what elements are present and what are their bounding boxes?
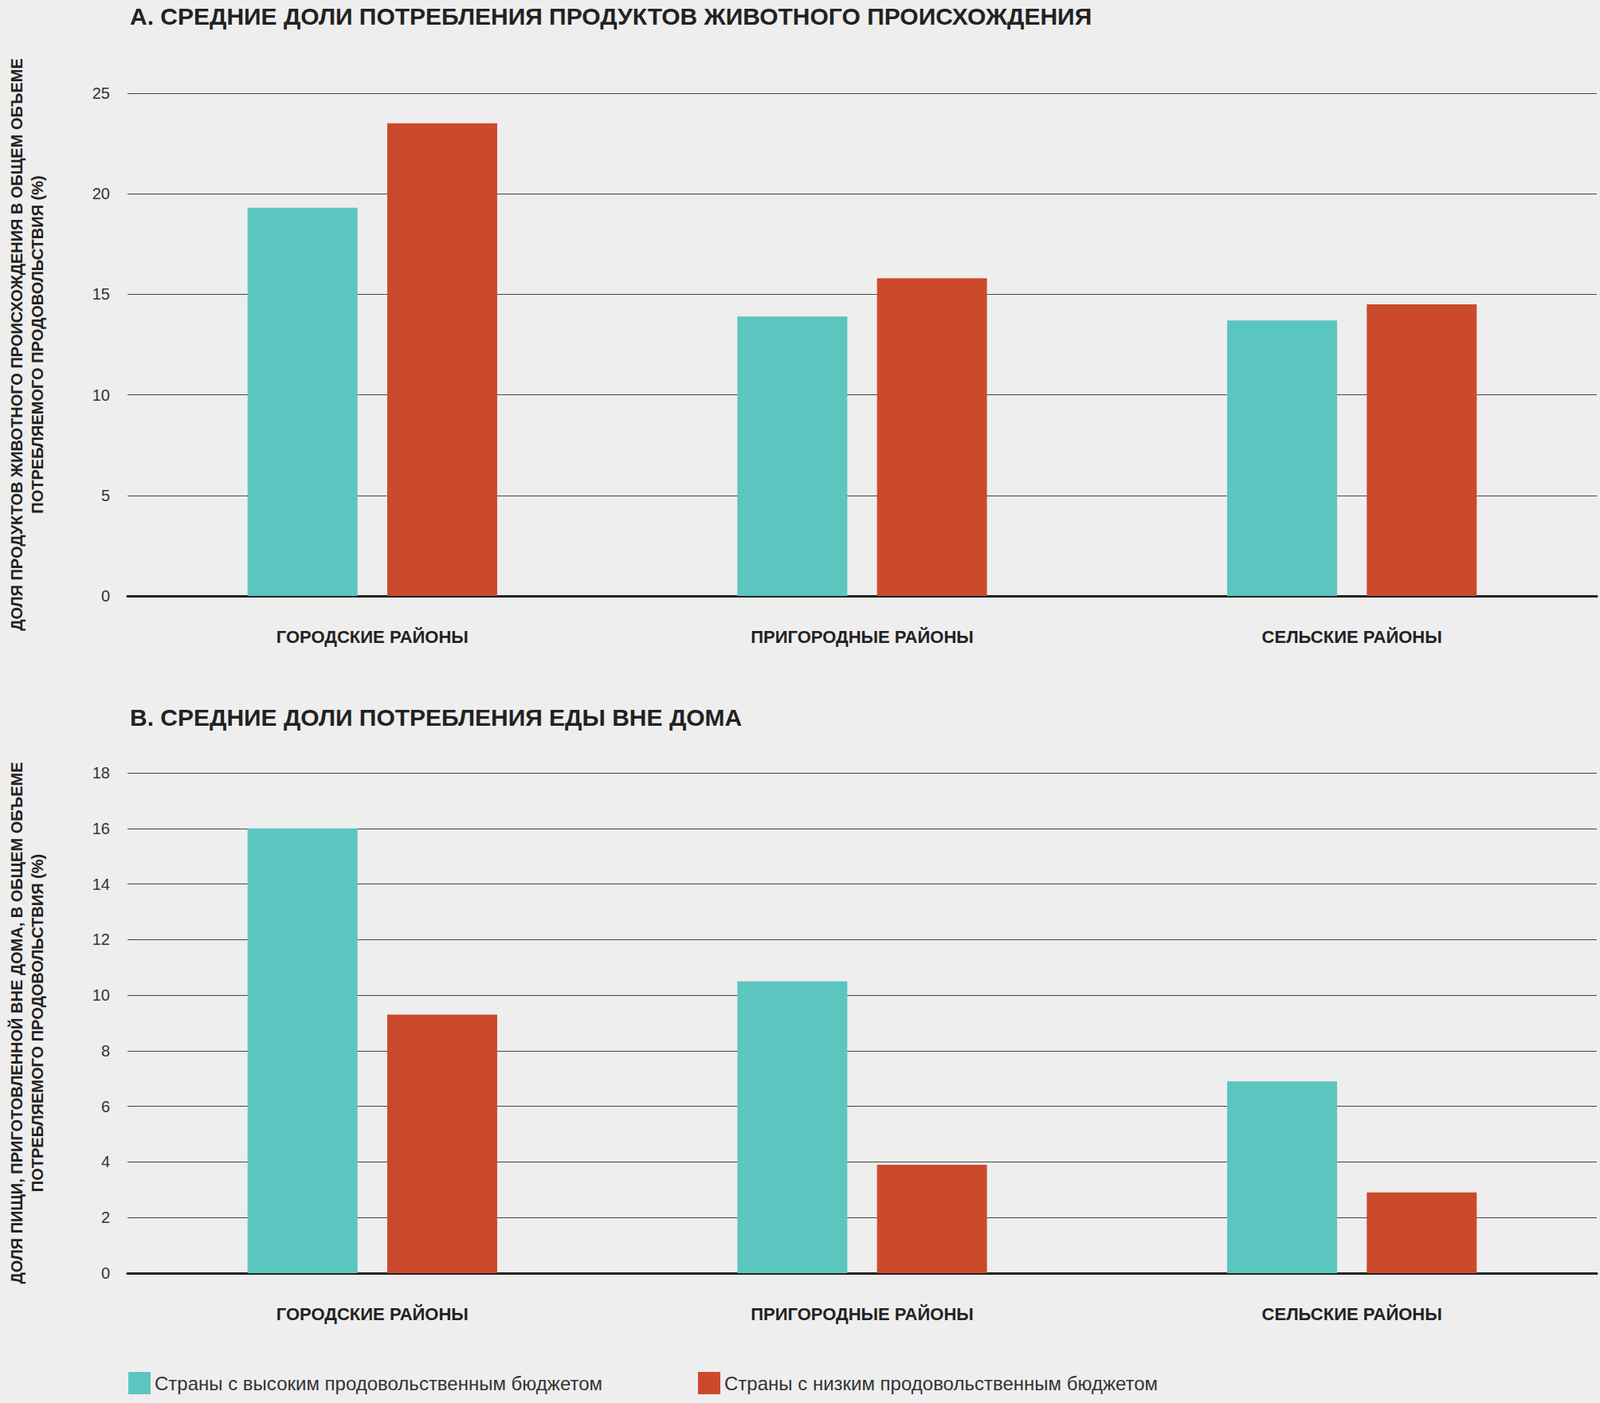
svg-text:Страны с низким продовольствен: Страны с низким продовольственным бюджет… [724, 1372, 1158, 1395]
svg-text:ГОРОДСКИЕ РАЙОНЫ: ГОРОДСКИЕ РАЙОНЫ [276, 1304, 469, 1325]
svg-text:0: 0 [101, 587, 110, 605]
svg-text:А. СРЕДНИЕ ДОЛИ ПОТРЕБЛЕНИЯ ПР: А. СРЕДНИЕ ДОЛИ ПОТРЕБЛЕНИЯ ПРОДУКТОВ ЖИ… [129, 3, 1092, 30]
svg-text:ПОТРЕБЛЯЕМОГО ПРОДОВОЛЬСТВИЯ (: ПОТРЕБЛЯЕМОГО ПРОДОВОЛЬСТВИЯ (%) [28, 175, 47, 514]
svg-text:ГОРОДСКИЕ РАЙОНЫ: ГОРОДСКИЕ РАЙОНЫ [276, 627, 469, 648]
svg-text:12: 12 [92, 930, 110, 949]
svg-text:6: 6 [101, 1098, 110, 1116]
svg-text:16: 16 [92, 819, 110, 838]
svg-text:2: 2 [101, 1208, 110, 1227]
svg-text:ПОТРЕБЛЯЕМОГО ПРОДОВОЛЬСТВИЯ (: ПОТРЕБЛЯЕМОГО ПРОДОВОЛЬСТВИЯ (%) [28, 854, 47, 1193]
svg-text:20: 20 [92, 184, 110, 203]
svg-text:10: 10 [92, 986, 110, 1004]
svg-text:5: 5 [101, 486, 110, 505]
svg-text:25: 25 [92, 84, 110, 102]
svg-text:ДОЛЯ ПРОДУКТОВ ЖИВОТНОГО ПРОИС: ДОЛЯ ПРОДУКТОВ ЖИВОТНОГО ПРОИСХОЖДЕНИЯ В… [7, 58, 26, 632]
svg-text:ПРИГОРОДНЫЕ РАЙОНЫ: ПРИГОРОДНЫЕ РАЙОНЫ [750, 1304, 974, 1325]
svg-text:ПРИГОРОДНЫЕ РАЙОНЫ: ПРИГОРОДНЫЕ РАЙОНЫ [750, 627, 974, 648]
svg-text:18: 18 [92, 764, 110, 782]
svg-text:14: 14 [92, 875, 110, 894]
svg-text:В. СРЕДНИЕ ДОЛИ ПОТРЕБЛЕНИЯ ЕД: В. СРЕДНИЕ ДОЛИ ПОТРЕБЛЕНИЯ ЕДЫ ВНЕ ДОМА [129, 704, 742, 731]
svg-text:15: 15 [92, 285, 110, 303]
svg-text:ДОЛЯ ПИЩИ, ПРИГОТОВЛЕННОЙ ВНЕ: ДОЛЯ ПИЩИ, ПРИГОТОВЛЕННОЙ ВНЕ ДОМА, В ОБ… [7, 761, 26, 1284]
svg-text:8: 8 [101, 1042, 110, 1060]
svg-text:СЕЛЬСКИЕ РАЙОНЫ: СЕЛЬСКИЕ РАЙОНЫ [1262, 1304, 1443, 1325]
svg-text:0: 0 [101, 1264, 110, 1283]
svg-text:4: 4 [101, 1152, 110, 1171]
svg-text:СЕЛЬСКИЕ РАЙОНЫ: СЕЛЬСКИЕ РАЙОНЫ [1262, 627, 1443, 648]
svg-text:10: 10 [92, 386, 110, 404]
svg-text:Страны с высоким продовольстве: Страны с высоким продовольственным бюдже… [154, 1372, 603, 1395]
